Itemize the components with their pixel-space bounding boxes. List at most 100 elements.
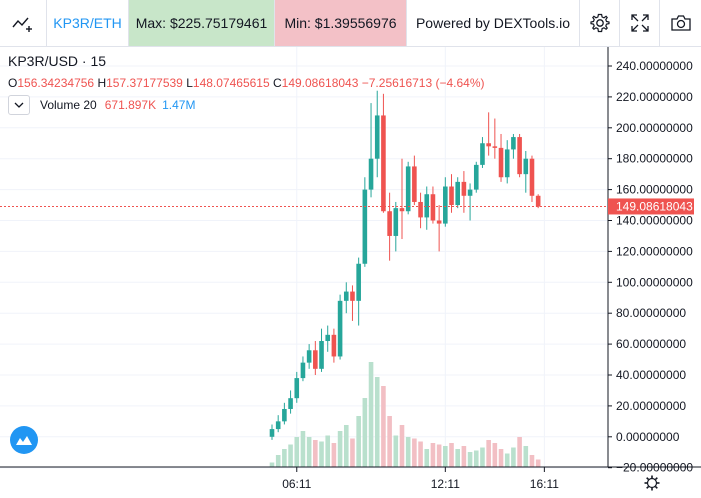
legend-title: KP3R/USD · 15 [8,53,106,69]
volume-bar [405,437,411,467]
legend-ohlc: O156.34234756 H157.37177539 L148.0746561… [8,76,485,90]
volume-label: Volume 20 [40,98,97,112]
max-price-box: Max: $225.75179461 [128,0,274,46]
candle-body [319,341,324,369]
volume-bar [387,416,392,467]
volume-bar [306,437,312,467]
volume-bar [455,449,460,467]
price-axis-label: 240.00000000 [616,59,693,73]
axis-settings-icon-tooth [646,477,650,481]
candle-body [294,378,300,399]
price-axis-label: 180.00000000 [616,152,693,166]
symbol-button[interactable]: KP3R/ETH [46,0,128,46]
axis-settings-icon-tooth [654,477,658,481]
candle-body [405,166,411,212]
volume-bar [517,437,522,467]
last-price-box [608,198,694,215]
min-price-label: Min: $1.39556976 [284,15,397,31]
price-axis-label: 80.00000000 [616,306,686,320]
volume-bar [511,447,516,467]
price-axis-label: 120.00000000 [616,244,693,258]
volume-bar [399,425,405,467]
candle-body [535,195,541,207]
last-price-label: 149.08618043 [616,199,693,213]
volume-bar [325,435,331,467]
volume-bar [381,386,386,467]
chevron-down-icon [14,102,24,108]
price-axis-label: −20.00000000 [616,461,693,475]
price-chart[interactable]: 240.00000000 220.00000000 200.00000000 180.… [0,47,701,498]
volume-bar [362,398,368,467]
legend-separator: · [81,53,87,69]
candle-body [504,149,510,178]
candle-body [424,194,430,218]
ohlc-change: −7.25616713 (−4.64%) [361,76,485,90]
candle-body [350,291,355,301]
axis-settings-icon-tooth [654,485,658,489]
ohlc-open-value: 156.34234756 [17,76,95,90]
volume-bar [319,441,324,467]
legend-symbol: KP3R/USD [8,53,79,69]
price-axis-label: 0.00000000 [616,430,680,444]
candle-body [275,421,281,430]
indicators-button[interactable] [0,0,46,46]
candle-body [523,158,529,175]
candle-body [393,208,399,236]
volume-bar [436,444,442,467]
volume-bar [294,437,300,467]
ohlc-close-key: C [272,76,282,90]
ohlc-low-value: 148.07465615 [192,76,270,90]
volume-bar [337,431,343,467]
axis-settings-icon[interactable] [646,477,658,489]
candle-body [480,143,485,165]
candle-body [492,146,498,148]
price-axis-label: 160.00000000 [616,183,693,197]
candle-body [517,137,522,175]
candle-body [337,300,343,357]
candle-body [282,408,287,422]
price-axis-label: 220.00000000 [616,90,693,104]
collapse-legend-button[interactable] [8,95,30,115]
candle-body [449,186,454,206]
candle-body [381,115,386,212]
volume-bar [374,377,380,467]
candle-body [430,194,436,221]
ohlc-high-key: H [97,76,107,90]
volume-bar [418,441,423,467]
settings-button[interactable] [579,0,619,46]
volume-bar [492,443,498,467]
candle-body [498,147,504,178]
time-axis-label: 06:11 [282,477,311,491]
candle-body [356,263,361,301]
chart-logo[interactable] [10,426,38,454]
camera-icon [670,15,691,31]
candle-body [511,137,516,150]
legend-volume: Volume 20 671.897K 1.47M [8,95,195,115]
indicators-icon [12,17,32,32]
volume-bar [300,431,306,467]
max-price-label: Max: $225.75179461 [135,15,268,31]
fullscreen-button[interactable] [619,0,659,46]
candle-body [443,186,448,224]
candle-body [387,211,392,236]
screenshot-button[interactable] [659,0,701,46]
volume-value-up: 1.47M [162,98,196,112]
toolbar: KP3R/ETH Max: $225.75179461 Min: $1.3955… [0,0,701,47]
settings-icon [589,13,610,33]
price-axis-label: 20.00000000 [616,399,686,413]
volume-bar [350,438,355,467]
candle-body [325,334,331,342]
candle-body [467,189,473,196]
powered-by-label: Powered by DEXTools.io [415,15,571,31]
candle-body [529,158,535,196]
powered-by-link[interactable]: Powered by DEXTools.io [406,0,579,46]
ohlc-high-value: 157.37177539 [106,76,183,90]
volume-bar [535,459,541,467]
candle-body [412,166,417,202]
min-price-box: Min: $1.39556976 [274,0,406,46]
candle-body [343,291,349,301]
candle-body [486,143,491,147]
candle-body [288,398,293,409]
volume-bar [461,446,467,467]
